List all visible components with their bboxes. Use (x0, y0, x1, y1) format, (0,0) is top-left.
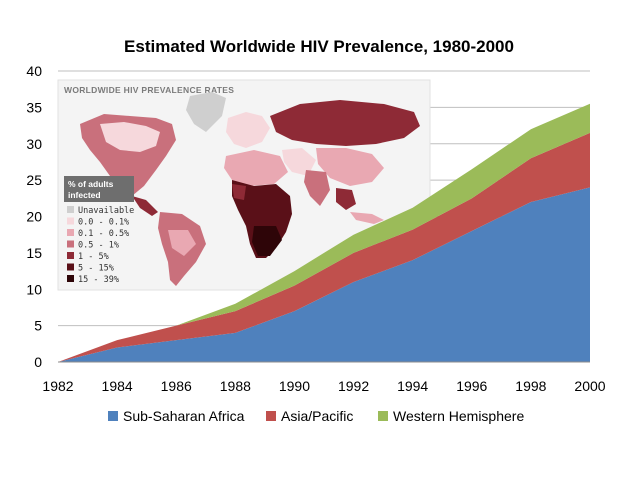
y-tick-label-20: 20 (26, 209, 42, 225)
map-legend-heading-line1: % of adults (68, 179, 114, 189)
x-tick-label-1986: 1986 (161, 378, 192, 394)
legend-item-sub-saharan-africa: Sub-Saharan Africa (108, 408, 245, 424)
map-legend-swatch (67, 240, 74, 248)
map-legend-label: 0.0 - 0.1% (78, 218, 129, 228)
x-tick-label-1982: 1982 (42, 378, 73, 394)
map-legend-item: 0.1 - 0.5% (67, 229, 129, 239)
y-tick-label-15: 15 (26, 245, 42, 261)
x-tick-label-1990: 1990 (279, 378, 310, 394)
map-legend-label: 0.5 - 1% (78, 241, 119, 251)
x-tick-label-1994: 1994 (397, 378, 428, 394)
map-southeast-asia (336, 188, 356, 210)
map-middle-east (282, 148, 316, 176)
map-legend-swatch (67, 229, 74, 236)
map-legend-box (64, 202, 134, 288)
stacked-areas (58, 103, 590, 363)
map-legend-swatch (67, 252, 74, 259)
y-tick-label-25: 25 (26, 172, 42, 188)
area-series-sub-saharan-africa (58, 187, 590, 362)
map-canada (100, 122, 160, 152)
map-legend-label: 5 - 15% (78, 264, 114, 274)
chart-title: Estimated Worldwide HIV Prevalence, 1980… (124, 37, 514, 56)
legend-label: Western Hemisphere (393, 408, 524, 424)
legend: Sub-Saharan Africa Asia/Pacific Western He… (108, 408, 524, 424)
map-legend-item: 5 - 15% (67, 263, 114, 274)
map-southern-africa (252, 226, 282, 256)
legend-swatch (108, 411, 118, 421)
map-legend-item: 0.0 - 0.1% (67, 217, 129, 228)
map-china (316, 148, 384, 186)
map-west-africa (232, 184, 246, 200)
map-legend-item: 0.5 - 1% (67, 240, 119, 251)
legend-swatch (266, 411, 276, 421)
x-tick-label-1996: 1996 (456, 378, 487, 394)
area-series-western-hemisphere (58, 103, 590, 363)
map-europe (226, 112, 270, 148)
x-tick-label-1992: 1992 (338, 378, 369, 394)
map-greenland (186, 92, 226, 132)
legend-item-western-hemisphere: Western Hemisphere (378, 408, 524, 424)
legend-label: Asia/Pacific (281, 408, 353, 424)
y-tick-label-40: 40 (26, 63, 42, 79)
map-legend-swatch (67, 263, 74, 271)
y-tick-label-0: 0 (34, 354, 42, 370)
map-legend-item: 15 - 39% (67, 275, 119, 285)
map-legend-label: 15 - 39% (78, 275, 119, 285)
y-tick-label-10: 10 (26, 281, 42, 297)
x-tick-label-1984: 1984 (102, 378, 133, 394)
legend-label: Sub-Saharan Africa (123, 408, 245, 424)
x-tick-label-1998: 1998 (515, 378, 546, 394)
map-legend-label: 1 - 5% (78, 252, 109, 262)
map-indonesia (350, 212, 384, 224)
map-legend-heading-line2: infected (68, 190, 101, 200)
map-central-america (132, 196, 158, 216)
map-russia (270, 100, 420, 146)
map-legend-item: 1 - 5% (67, 252, 109, 262)
map-legend-swatch (67, 275, 74, 282)
y-tick-labels: 0 5 10 15 20 25 30 35 40 (26, 63, 42, 370)
map-legend-label: Unavailable (78, 206, 134, 216)
map-india (304, 170, 330, 206)
map-legend-item: Unavailable (67, 206, 134, 216)
x-tick-label-2000: 2000 (574, 378, 605, 394)
y-tick-label-5: 5 (34, 318, 42, 334)
map-north-africa (224, 150, 288, 186)
y-tick-label-35: 35 (26, 99, 42, 115)
x-tick-labels: 1982 1984 1986 1988 1990 1992 1994 1996 1998 2000 (42, 378, 605, 394)
x-tick-label-1988: 1988 (220, 378, 251, 394)
map-legend-header-box (64, 176, 134, 202)
y-tick-label-30: 30 (26, 136, 42, 152)
map-brazil (168, 230, 196, 256)
map-legend-label: 0.1 - 0.5% (78, 229, 129, 239)
legend-item-asia-pacific: Asia/Pacific (266, 408, 353, 424)
map-legend-swatch (67, 206, 74, 213)
map-title: WORLDWIDE HIV PREVALENCE RATES (64, 85, 234, 95)
map-legend-swatch (67, 217, 74, 225)
legend-swatch (378, 411, 388, 421)
